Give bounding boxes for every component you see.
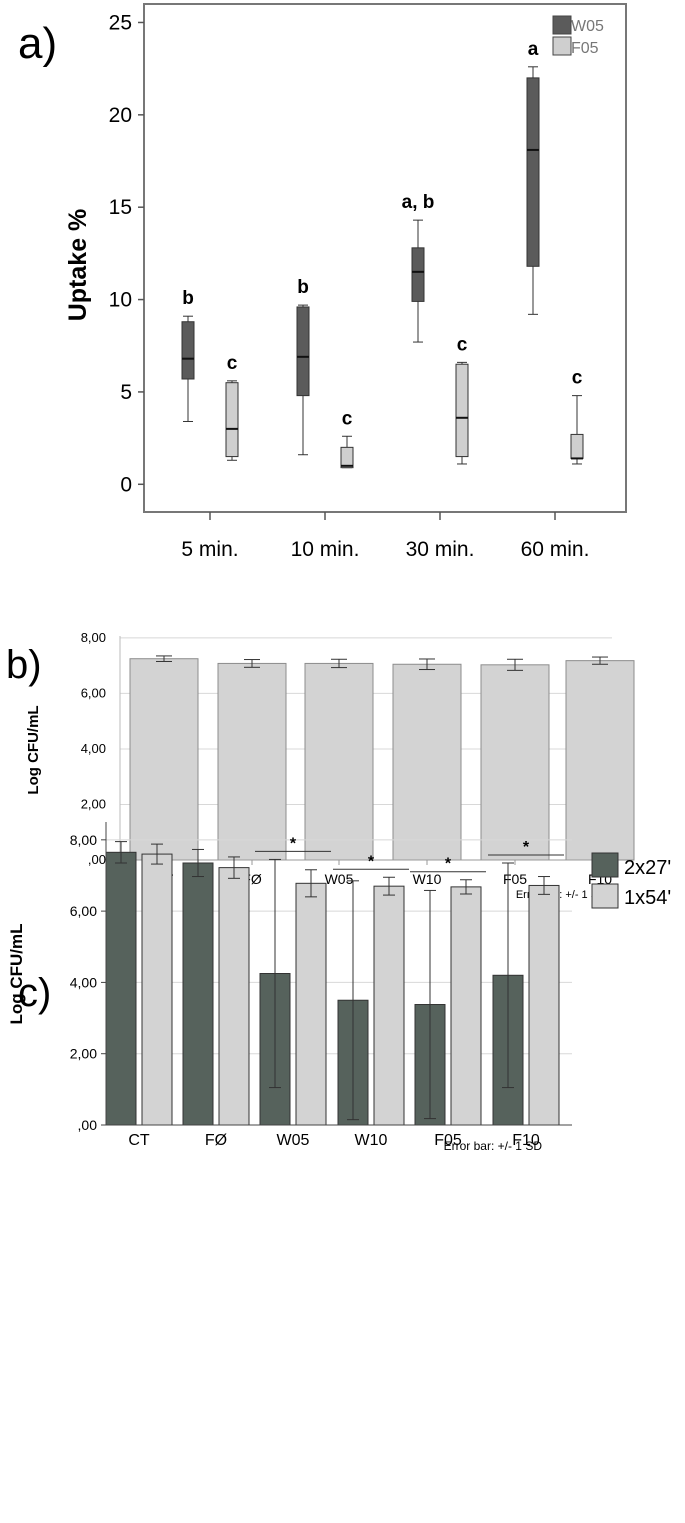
legend-label-w05: W05 (571, 18, 604, 35)
panel-a-label: a) (18, 19, 57, 68)
panel-c-x-tick-label: W10 (355, 1132, 388, 1149)
panel-b-y-axis: ,00 2,00 4,00 6,00 8,00 (81, 630, 106, 867)
legend-swatch-1x54 (591, 883, 619, 909)
legend-swatch-w05 (552, 15, 572, 35)
legend-label-f05: F05 (571, 40, 599, 57)
panel-c-bar-1x54-f05 (450, 886, 482, 1126)
panel-c-y-tick-label: 8,00 (70, 832, 97, 848)
panel-c-x-axis: CT FØ W05 W10 F05 F10 (128, 1132, 540, 1149)
panel-c-x-tick-label: W05 (277, 1132, 310, 1149)
panel-c-bar-2x27-ct (105, 851, 137, 1126)
panel-b-y-tick-label: 8,00 (81, 630, 106, 645)
panel-a-y-tick-label: 15 (109, 196, 132, 219)
panel-a-y-tick-label: 25 (109, 11, 132, 34)
panel-a-f05-30-min-box (455, 363, 469, 458)
panel-a-w05-10-min-box (296, 306, 310, 397)
panel-a-boxes: b b a, b a c c c c (181, 39, 584, 469)
panel-a-f05-60-min-box (570, 433, 584, 459)
panel-b-label: b) (6, 643, 42, 687)
panel-c-label: c) (18, 971, 51, 1015)
panel-a-y-tick-label: 0 (120, 473, 132, 496)
panel-a-w05-60-min-significance-letter: a (528, 39, 539, 60)
panel-a-f05-10-min-significance-letter: c (342, 408, 353, 429)
panel-a-legend: W05 F05 (552, 15, 604, 57)
panel-b-bar-f (217, 662, 287, 861)
legend-label-1x54: 1x54' (624, 887, 671, 909)
panel-a-w05-60-min-box (526, 77, 540, 267)
panel-b-bar-w05 (304, 662, 374, 861)
panel-c-y-tick-label: 6,00 (70, 903, 97, 919)
panel-c-bar-1x54-w05 (295, 882, 327, 1126)
panel-a-y-axis: 0 5 10 15 20 25 (109, 11, 144, 496)
panel-a-y-tick-label: 5 (120, 381, 132, 404)
panel-c-significance-star: * (368, 853, 375, 870)
panel-c-significance-star: * (290, 835, 297, 852)
panel-c-y-tick-label: ,00 (78, 1117, 98, 1133)
panel-c-x-tick-label: FØ (205, 1132, 227, 1149)
panel-c-error-bar-note: Error bar: +/- 1 SD (444, 1139, 543, 1153)
panel-b-x-tick-label: F05 (503, 871, 527, 887)
panel-c-bar-2x27-f (182, 862, 214, 1126)
panel-c-y-tick-label: 4,00 (70, 974, 97, 990)
panel-a-plot-frame (143, 3, 627, 513)
panel-a-w05-30-min-significance-letter: a, b (402, 192, 435, 213)
panel-a-w05-30-min-box (411, 247, 425, 302)
panel-b-y-tick-label: 4,00 (81, 741, 106, 756)
panel-a-w05-5-min-significance-letter: b (182, 288, 194, 309)
panel-a-w05-10-min-significance-letter: b (297, 277, 309, 298)
panel-b-bar-ct (129, 658, 199, 861)
panel-b-x-tick-label: W05 (325, 871, 354, 887)
panel-a-x-axis: 5 min. 10 min. 30 min. 60 min. (181, 512, 589, 561)
panel-a-boxplot: a) 0 5 10 15 20 25 5 min. 10 min. 30 min. 60 min… (18, 3, 627, 561)
panel-a-f05-10-min-box (340, 446, 354, 469)
panel-a-f05-60-min-significance-letter: c (572, 368, 583, 389)
panel-a-f05-5-min-box (225, 382, 239, 458)
panel-c-y-tick-label: 2,00 (70, 1046, 97, 1062)
panel-b-x-tick-label: W10 (413, 871, 442, 887)
panel-b-bar-w10 (392, 663, 462, 861)
panel-a-x-tick-label: 10 min. (291, 538, 360, 561)
panel-a-y-axis-title: Uptake % (64, 209, 92, 322)
panel-b-bar-f05 (480, 664, 550, 861)
panel-c-x-tick-label: F05 (434, 1132, 462, 1149)
panel-c-bar-1x54-f (218, 867, 250, 1126)
panel-b-y-tick-label: 2,00 (81, 796, 106, 811)
panel-c-bar-1x54-w10 (373, 885, 405, 1126)
panel-a-f05-30-min-significance-letter: c (457, 334, 468, 355)
panel-b-bars (129, 655, 635, 861)
panel-c-x-tick-label: CT (128, 1132, 150, 1149)
panel-c-x-tick-label: F10 (512, 1132, 540, 1149)
panel-c-significance-star: * (445, 856, 452, 873)
panel-a-f05-5-min-significance-letter: c (227, 353, 238, 374)
panel-c-bar-1x54-ct (141, 853, 173, 1126)
panel-a-x-tick-label: 30 min. (406, 538, 475, 561)
legend-label-2x27: 2x27' (624, 857, 671, 879)
panel-b-y-axis-title: Log CFU/mL (25, 705, 42, 794)
panel-c-y-axis: ,00 2,00 4,00 6,00 8,00 (70, 832, 106, 1133)
panel-c-significance-star: * (523, 839, 530, 856)
panel-c-bar-1x54-f10 (528, 884, 560, 1126)
legend-swatch-2x27 (591, 852, 619, 878)
legend-swatch-f05 (552, 36, 572, 56)
panel-b-y-tick-label: ,00 (88, 852, 106, 867)
panel-a-x-tick-label: 60 min. (521, 538, 590, 561)
panel-b-y-tick-label: 6,00 (81, 685, 106, 700)
panel-a-w05-5-min-box (181, 321, 195, 380)
panel-c-legend: 2x27' 1x54' (591, 852, 671, 909)
panel-c-grouped-bar-chart: c) * * * * ,00 2,00 4,00 6,00 8,00 CT FØ W05 W10 F0… (7, 822, 671, 1153)
panel-c-bars: * * * * (105, 835, 564, 1126)
panel-b-bar-f10 (565, 660, 635, 861)
panel-a-y-tick-label: 10 (109, 289, 132, 312)
panel-c-y-axis-title: Log CFU/mL (7, 923, 26, 1024)
panel-a-x-tick-label: 5 min. (181, 538, 238, 561)
panel-b-bar-chart: b) ,002,004,006,008,00 CTFØW05W10F05F10 … (6, 630, 635, 901)
panel-a-y-tick-label: 20 (109, 104, 132, 127)
